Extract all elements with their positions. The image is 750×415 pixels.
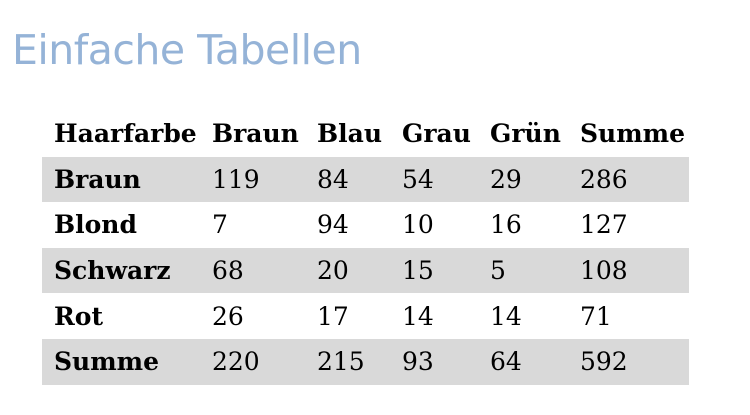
row-label: Braun xyxy=(54,164,141,194)
table-cell: 26 xyxy=(212,301,244,331)
column-header: Grau xyxy=(402,119,471,149)
table-cell: 94 xyxy=(317,210,349,240)
table-cell: 10 xyxy=(402,210,434,240)
table-row: Rot 26 17 14 14 71 xyxy=(42,293,689,339)
table-row: Schwarz 68 20 15 5 108 xyxy=(42,247,689,294)
table-cell: 14 xyxy=(490,301,522,331)
table-header-row: Haarfarbe Braun Blau Grau Grün Summe xyxy=(42,111,689,157)
column-header: Haarfarbe xyxy=(54,119,197,149)
table-row: Summe 220 215 93 64 592 xyxy=(42,338,689,385)
table-cell: 215 xyxy=(317,347,365,377)
hair-color-table: Haarfarbe Braun Blau Grau Grün Summe Bra… xyxy=(42,111,689,385)
table-cell: 7 xyxy=(212,210,228,240)
column-header: Grün xyxy=(490,119,561,149)
table-cell: 5 xyxy=(490,256,506,286)
table-cell: 592 xyxy=(580,347,628,377)
table-cell: 64 xyxy=(490,347,522,377)
table-cell: 15 xyxy=(402,256,434,286)
table-cell: 54 xyxy=(402,164,434,194)
column-header: Summe xyxy=(580,119,686,149)
column-header: Braun xyxy=(212,119,299,149)
table-cell: 29 xyxy=(490,164,522,194)
table-cell: 220 xyxy=(212,347,260,377)
table-cell: 286 xyxy=(580,164,628,194)
table-cell: 84 xyxy=(317,164,349,194)
table-row: Blond 7 94 10 16 127 xyxy=(42,202,689,248)
table-cell: 71 xyxy=(580,301,612,331)
table-cell: 108 xyxy=(580,256,628,286)
table-cell: 17 xyxy=(317,301,349,331)
column-header: Blau xyxy=(317,119,383,149)
table-cell: 93 xyxy=(402,347,434,377)
table-cell: 16 xyxy=(490,210,522,240)
row-label: Schwarz xyxy=(54,256,171,286)
page-title: Einfache Tabellen xyxy=(12,26,362,74)
table-row: Braun 119 84 54 29 286 xyxy=(42,156,689,203)
table-cell: 14 xyxy=(402,301,434,331)
table-cell: 127 xyxy=(580,210,628,240)
table-cell: 20 xyxy=(317,256,349,286)
table-cell: 68 xyxy=(212,256,244,286)
row-label: Blond xyxy=(54,210,137,240)
row-label: Summe xyxy=(54,347,160,377)
table-cell: 119 xyxy=(212,164,260,194)
row-label: Rot xyxy=(54,301,103,331)
